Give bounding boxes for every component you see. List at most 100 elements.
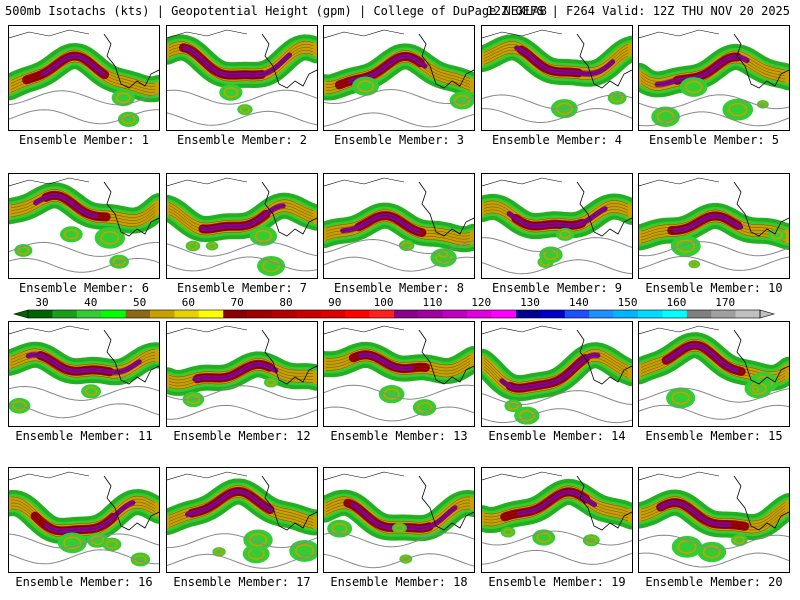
ensemble-member-label: Ensemble Member: 8 bbox=[333, 281, 465, 295]
colorbar-swatch bbox=[198, 310, 224, 318]
coastline bbox=[733, 181, 789, 237]
coastline bbox=[418, 33, 474, 89]
height-contour bbox=[639, 241, 789, 257]
ensemble-member-label: Ensemble Member: 15 bbox=[645, 429, 783, 443]
colorbar-tick-label: 90 bbox=[328, 296, 342, 309]
coastline bbox=[639, 177, 720, 187]
isotach-map bbox=[9, 177, 159, 273]
wind-blob bbox=[14, 244, 33, 257]
isotach-map bbox=[324, 177, 474, 272]
colorbar-swatch bbox=[223, 310, 248, 318]
wind-blob bbox=[666, 387, 696, 409]
colorbar-swatch bbox=[320, 310, 346, 318]
coastline bbox=[482, 177, 563, 187]
wind-blob bbox=[243, 529, 273, 551]
height-contour bbox=[167, 385, 317, 401]
wind-blob bbox=[81, 384, 102, 399]
ensemble-map-panel bbox=[481, 321, 633, 427]
coastline bbox=[261, 181, 317, 237]
isotach-map bbox=[324, 471, 474, 569]
height-contour bbox=[482, 107, 632, 124]
height-contour bbox=[482, 408, 632, 424]
coastline bbox=[167, 177, 248, 187]
colorbar-swatch bbox=[711, 310, 736, 318]
colorbar-swatch bbox=[613, 310, 639, 318]
isotach-map bbox=[167, 325, 317, 420]
wind-blob bbox=[671, 535, 703, 558]
colorbar-swatch bbox=[589, 310, 614, 318]
colorbar-swatch bbox=[150, 310, 175, 318]
isotach-map bbox=[324, 325, 474, 422]
ensemble-member-label: Ensemble Member: 17 bbox=[173, 575, 311, 589]
colorbar-swatch bbox=[296, 310, 322, 318]
ensemble-member-label: Ensemble Member: 18 bbox=[330, 575, 468, 589]
colorbar-tick-label: 100 bbox=[373, 296, 394, 309]
colorbar-tick-label: 70 bbox=[230, 296, 244, 309]
ensemble-member-label: Ensemble Member: 7 bbox=[176, 281, 308, 295]
colorbar-swatch bbox=[272, 310, 297, 318]
ensemble-map-panel bbox=[8, 321, 160, 427]
ensemble-map-panel bbox=[638, 321, 790, 427]
wind-blob bbox=[391, 522, 407, 534]
height-contour bbox=[324, 89, 474, 105]
colorbar-swatch bbox=[638, 310, 663, 318]
coastline bbox=[167, 29, 248, 39]
height-contour bbox=[639, 387, 789, 403]
coastline bbox=[576, 33, 632, 89]
coastline bbox=[9, 325, 90, 335]
height-contour bbox=[9, 403, 159, 419]
height-contour bbox=[639, 111, 789, 127]
coastline bbox=[418, 329, 474, 385]
ensemble-map-panel bbox=[323, 25, 475, 131]
height-contour bbox=[9, 241, 159, 257]
height-contour bbox=[324, 112, 474, 128]
coastline bbox=[639, 325, 720, 335]
colorbar-swatch bbox=[662, 310, 688, 318]
coastline bbox=[576, 181, 632, 237]
chart-title: 500mb Isotachs (kts) | Geopotential Heig… bbox=[5, 4, 547, 18]
coastline bbox=[103, 33, 159, 89]
isotach-map bbox=[9, 471, 159, 567]
ensemble-map-panel bbox=[638, 467, 790, 573]
run-valid-time: 12Z GEFS | F264 Valid: 12Z THU NOV 20 20… bbox=[486, 4, 790, 18]
ensemble-member-label: Ensemble Member: 9 bbox=[491, 281, 623, 295]
height-contour bbox=[639, 94, 789, 110]
ensemble-map-panel bbox=[8, 173, 160, 279]
ensemble-member-label: Ensemble Member: 6 bbox=[18, 281, 150, 295]
height-contour bbox=[639, 534, 789, 550]
coastline bbox=[261, 329, 317, 385]
ensemble-map-panel bbox=[638, 173, 790, 279]
isotach-map bbox=[639, 325, 789, 420]
coastline bbox=[576, 475, 632, 531]
coastline bbox=[482, 325, 563, 335]
wind-blob bbox=[237, 104, 253, 116]
wind-blob bbox=[60, 226, 83, 243]
colorbar-tick-label: 160 bbox=[666, 296, 687, 309]
coastline bbox=[639, 471, 720, 481]
wind-blob bbox=[249, 226, 278, 246]
height-contour bbox=[482, 237, 632, 253]
height-contour bbox=[639, 404, 789, 420]
wind-blob bbox=[130, 552, 151, 567]
colorbar-left-arrow bbox=[12, 309, 29, 319]
colorbar-tick-label: 120 bbox=[471, 296, 492, 309]
height-contour bbox=[9, 533, 159, 549]
height-contour bbox=[324, 532, 474, 548]
colorbar-swatch bbox=[467, 310, 492, 318]
ensemble-member-label: Ensemble Member: 14 bbox=[488, 429, 626, 443]
colorbar-tick-label: 150 bbox=[617, 296, 638, 309]
ensemble-member-label: Ensemble Member: 16 bbox=[15, 575, 153, 589]
wind-blob bbox=[94, 226, 126, 249]
colorbar-swatch bbox=[564, 310, 590, 318]
height-contour bbox=[324, 256, 474, 272]
ensemble-map-panel bbox=[323, 173, 475, 279]
coastline bbox=[482, 471, 563, 481]
ensemble-map-panel bbox=[166, 467, 318, 573]
coastline bbox=[9, 471, 90, 481]
ensemble-map-panel bbox=[323, 467, 475, 573]
isotach-map bbox=[167, 471, 317, 569]
wind-blob bbox=[449, 91, 474, 110]
coastline bbox=[103, 181, 159, 237]
coastline bbox=[324, 177, 405, 187]
colorbar-tick-label: 80 bbox=[279, 296, 293, 309]
